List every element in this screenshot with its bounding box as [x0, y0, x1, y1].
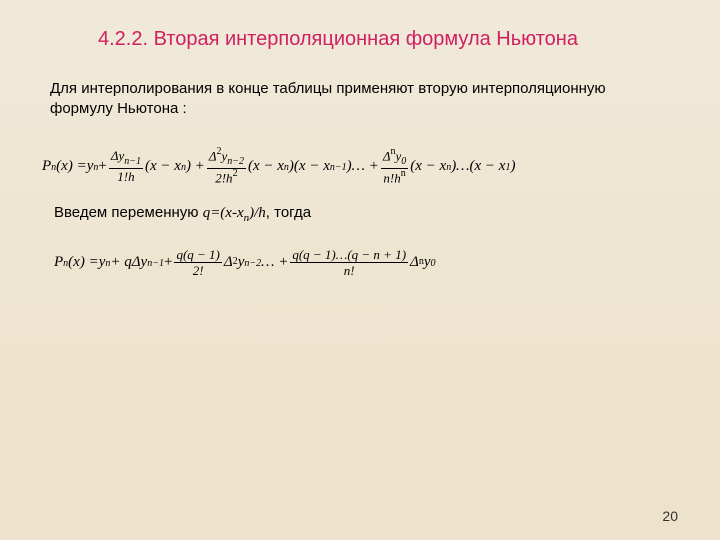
page-number: 20 — [662, 508, 678, 524]
formula-1-term4-frac: Δny0 n!hn — [381, 148, 408, 185]
slide-content: 4.2.2. Вторая интерполяционная формула Н… — [0, 0, 720, 278]
intro-paragraph: Для интерполирования в конце таблицы при… — [50, 79, 670, 120]
formula-1: Pn(x) = yn + Δyn−1 1!h (x − xn) + Δ2yn−2… — [42, 148, 670, 185]
section-title: 4.2.2. Вторая интерполяционная формула Н… — [98, 28, 670, 51]
formula-2: Pn(x) = yn + qΔyn−1 + q(q − 1) 2! Δ2yn−2… — [54, 248, 670, 278]
formula-1-term2-frac: Δyn−1 1!h — [109, 149, 143, 184]
variable-intro: Введем переменную q=(x-xn)/h, тогда — [54, 203, 670, 226]
formula-2-term3-frac: q(q − 1) 2! — [174, 248, 221, 278]
formula-2-term4-frac: q(q − 1)…(q − n + 1) n! — [290, 248, 408, 278]
formula-1-term3-frac: Δ2yn−2 2!h2 — [207, 148, 246, 185]
